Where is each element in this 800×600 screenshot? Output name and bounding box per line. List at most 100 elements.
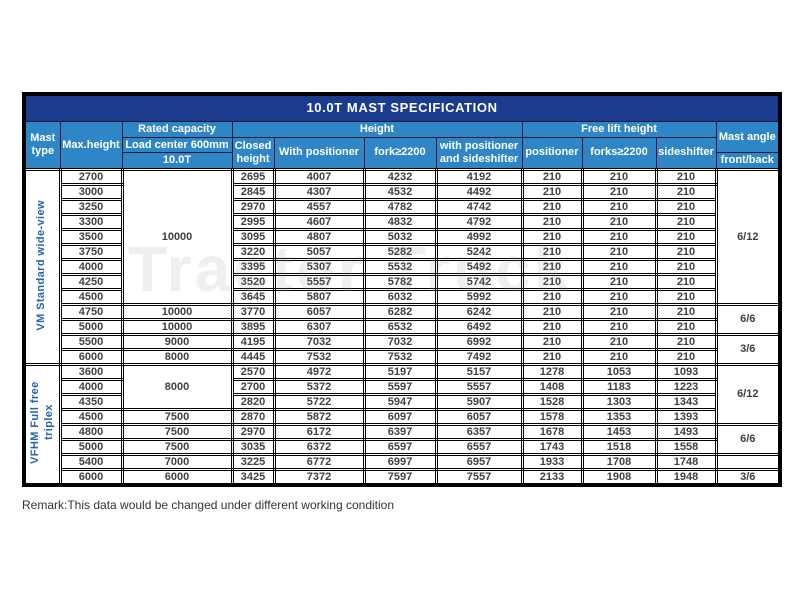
table-header: 10.0T MAST SPECIFICATION Mast type Max.h… xyxy=(23,93,781,170)
table-row: VFHM Full free triplex 3600 8000 2570 4972 51… xyxy=(22,362,782,487)
height-with-positioner-cell: 5722 xyxy=(272,392,366,411)
closed-height-cell: 3035 xyxy=(230,437,276,456)
freelift-positioner-cell: 210 xyxy=(520,212,584,231)
max-height-cell: 5000 xyxy=(58,437,124,456)
height-with-positioner-cell: 5872 xyxy=(272,407,366,426)
col-header-capacity-ton: 10.0T xyxy=(121,152,233,170)
freelift-forks-2200-cell: 1303 xyxy=(580,392,658,411)
max-height-cell: 3000 xyxy=(58,182,124,201)
freelift-forks-2200-cell: 210 xyxy=(580,317,658,336)
height-with-positioner-sideshifter-cell: 6957 xyxy=(434,452,524,471)
table-row: 5000 7500 3035 6372 6597 6557 1743 1518 1558 xyxy=(24,437,780,456)
freelift-forks-2200-cell: 210 xyxy=(580,257,658,276)
freelift-sideshifter-cell: 210 xyxy=(654,272,718,291)
freelift-positioner-cell: 210 xyxy=(520,272,584,291)
header-row-groups: Mast type Max.height Rated capacity Heig… xyxy=(23,120,781,170)
table-row: 5500 9000 4195 7032 7032 6992 210 210 210 3/6 xyxy=(24,332,782,366)
closed-height-cell: 2695 xyxy=(230,167,276,186)
col-header-flh-positioner: positioner xyxy=(521,136,583,170)
height-with-positioner-cell: 7532 xyxy=(272,347,366,366)
closed-height-cell: 2970 xyxy=(230,422,276,441)
section-label-text: VFHM Full free triplex xyxy=(28,381,55,465)
freelift-sideshifter-cell: 210 xyxy=(654,332,718,351)
capacity-cell: 7500 xyxy=(120,422,234,441)
col-header-height-group: Height xyxy=(231,121,523,138)
height-with-positioner-cell: 5307 xyxy=(272,257,366,276)
table-row: 3500 3095 4807 5032 4992 210 210 210 xyxy=(24,227,780,246)
height-with-positioner-cell: 4007 xyxy=(272,167,366,186)
freelift-positioner-cell: 1743 xyxy=(520,437,584,456)
freelift-positioner-cell: 210 xyxy=(520,242,584,261)
height-fork-2200-cell: 4782 xyxy=(362,197,438,216)
freelift-positioner-cell: 1408 xyxy=(520,377,584,396)
closed-height-cell: 3425 xyxy=(230,467,276,487)
mast-angle-cell: 6/6 xyxy=(714,422,782,456)
height-fork-2200-cell: 4832 xyxy=(362,212,438,231)
height-fork-2200-cell: 7532 xyxy=(362,347,438,366)
height-fork-2200-cell: 6532 xyxy=(362,317,438,336)
max-height-cell: 4000 xyxy=(58,377,124,396)
header-row-bottom: 10.0T front/back xyxy=(24,152,781,170)
freelift-forks-2200-cell: 1453 xyxy=(580,422,658,441)
capacity-cell: 8000 xyxy=(120,347,234,366)
max-height-cell: 5500 xyxy=(58,332,124,351)
col-header-rated-capacity: Rated capacity xyxy=(121,121,233,138)
max-height-cell: 6000 xyxy=(58,467,124,487)
col-header-fork-2200: fork≥2200 xyxy=(363,136,437,170)
freelift-sideshifter-cell: 210 xyxy=(654,257,718,276)
height-fork-2200-cell: 6097 xyxy=(362,407,438,426)
max-height-cell: 5400 xyxy=(58,452,124,471)
freelift-sideshifter-cell: 210 xyxy=(654,242,718,261)
closed-height-cell: 4445 xyxy=(230,347,276,366)
table-row: 4000 3395 5307 5532 5492 210 210 210 xyxy=(24,257,780,276)
col-header-load-center: Load center 600mm xyxy=(121,136,233,154)
freelift-sideshifter-cell: 1493 xyxy=(654,422,718,441)
height-fork-2200-cell: 5532 xyxy=(362,257,438,276)
table-row: 4000 2700 5372 5597 5557 1408 1183 1223 xyxy=(24,377,780,396)
mast-specification-table: 10.0T MAST SPECIFICATION Mast type Max.h… xyxy=(22,92,783,487)
mast-angle-cell: 3/6 xyxy=(714,332,782,366)
max-height-cell: 4250 xyxy=(58,272,124,291)
section-label-text: VM Standard wide-view xyxy=(35,200,48,331)
table-row: 3750 3220 5057 5282 5242 210 210 210 xyxy=(24,242,780,261)
max-height-cell: 6000 xyxy=(58,347,124,366)
freelift-positioner-cell: 210 xyxy=(520,287,584,306)
remark-text: Remark:This data would be changed under … xyxy=(22,498,394,512)
table-row: 5000 10000 3895 6307 6532 6492 210 210 210 xyxy=(24,317,780,336)
capacity-cell: 7000 xyxy=(120,452,234,471)
col-header-front-back: front/back xyxy=(715,152,781,170)
max-height-cell: 4500 xyxy=(58,287,124,306)
max-height-cell: 4500 xyxy=(58,407,124,426)
height-with-positioner-sideshifter-cell: 4192 xyxy=(434,167,524,186)
col-header-max-height: Max.height xyxy=(59,121,123,170)
height-with-positioner-cell: 4607 xyxy=(272,212,366,231)
closed-height-cell: 2700 xyxy=(230,377,276,396)
table-row: 4350 2820 5722 5947 5907 1528 1303 1343 xyxy=(24,392,780,411)
freelift-positioner-cell: 210 xyxy=(520,182,584,201)
height-with-positioner-sideshifter-cell: 4742 xyxy=(434,197,524,216)
freelift-sideshifter-cell: 210 xyxy=(654,182,718,201)
freelift-positioner-cell: 210 xyxy=(520,317,584,336)
closed-height-cell: 3225 xyxy=(230,452,276,471)
col-header-with-positioner-sideshifter: with positioner and sideshifter xyxy=(435,136,523,170)
freelift-forks-2200-cell: 1183 xyxy=(580,377,658,396)
section-label: VFHM Full free triplex xyxy=(22,362,62,487)
height-with-positioner-sideshifter-cell: 7557 xyxy=(434,467,524,487)
freelift-positioner-cell: 210 xyxy=(520,197,584,216)
closed-height-cell: 2870 xyxy=(230,407,276,426)
freelift-positioner-cell: 1678 xyxy=(520,422,584,441)
table-row: 4800 7500 2970 6172 6397 6357 1678 1453 1493 6/6 xyxy=(24,422,782,456)
freelift-forks-2200-cell: 210 xyxy=(580,272,658,291)
table-row: 4500 7500 2870 5872 6097 6057 1578 1353 1393 xyxy=(24,407,780,426)
height-with-positioner-sideshifter-cell: 5157 xyxy=(434,362,524,381)
freelift-sideshifter-cell: 210 xyxy=(654,197,718,216)
height-fork-2200-cell: 6597 xyxy=(362,437,438,456)
max-height-cell: 2700 xyxy=(58,167,124,186)
height-with-positioner-cell: 7032 xyxy=(272,332,366,351)
col-header-closed-height: Closed height xyxy=(231,136,275,170)
closed-height-cell: 3895 xyxy=(230,317,276,336)
closed-height-cell: 3770 xyxy=(230,302,276,321)
capacity-cell: 8000 xyxy=(120,362,234,411)
height-with-positioner-sideshifter-cell: 5242 xyxy=(434,242,524,261)
height-with-positioner-cell: 4807 xyxy=(272,227,366,246)
